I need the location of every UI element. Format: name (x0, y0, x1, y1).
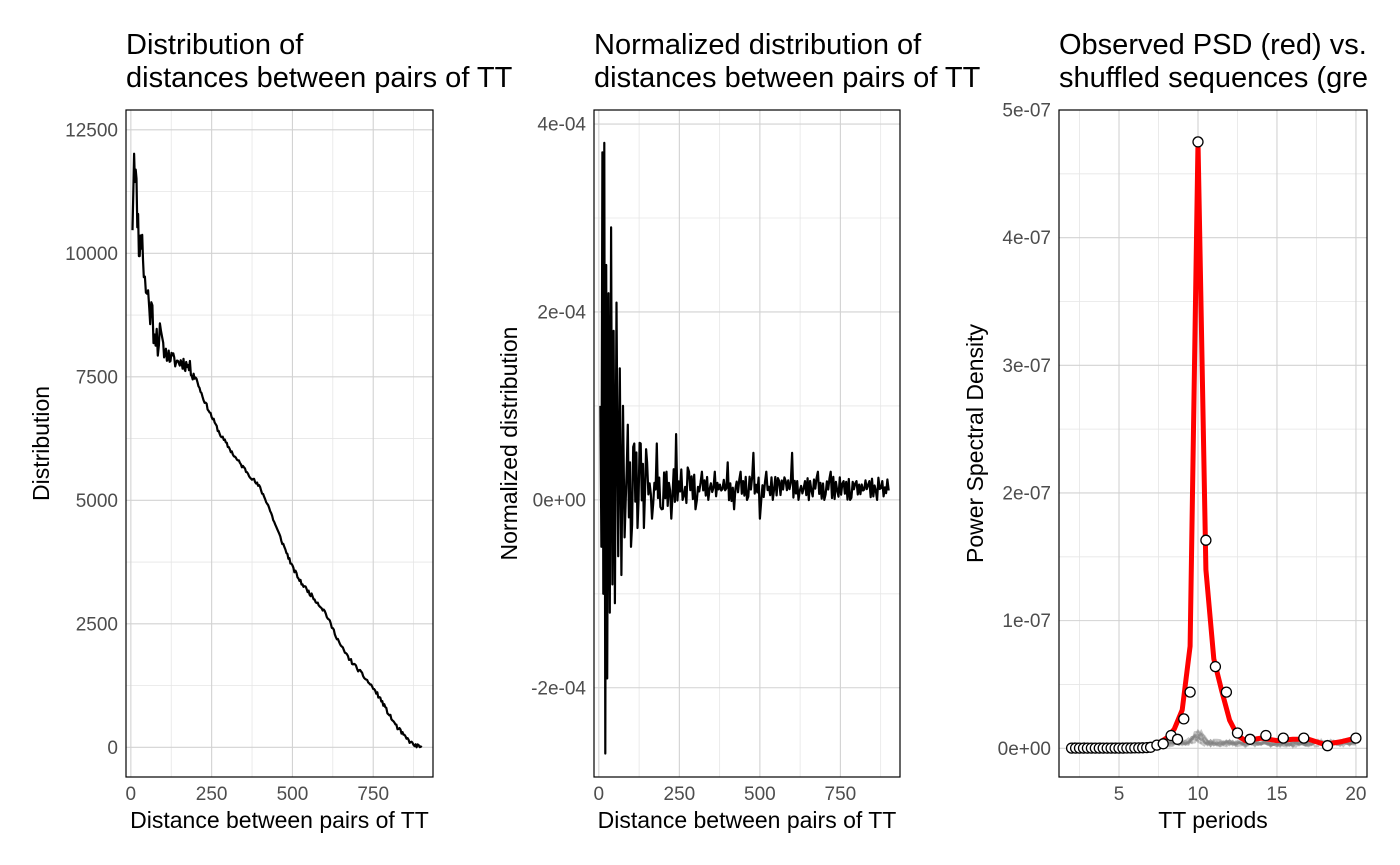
y-axis-label: Power Spectral Density (962, 323, 988, 563)
y-tick-label: -2e-04 (531, 678, 586, 699)
chart-title-line2: shuffled sequences (gre (1059, 62, 1368, 94)
series-line (599, 141, 890, 755)
chart-panel-normalized-distribution: Normalized distribution of distances bet… (496, 29, 981, 833)
data-point (1157, 738, 1169, 750)
x-tick-label: 500 (277, 784, 309, 805)
data-point (1171, 733, 1184, 745)
x-tick-label: 15 (1266, 784, 1287, 805)
chart-title-line1: Distribution of (126, 29, 304, 61)
y-tick-label: 5000 (76, 491, 118, 512)
y-tick-label: 12500 (65, 120, 118, 141)
panel-border (125, 109, 434, 778)
x-tick-label: 250 (664, 784, 696, 805)
x-axis-label: Distance between pairs of TT (130, 807, 429, 833)
y-tick-label: 7500 (76, 367, 118, 388)
data-point (1350, 732, 1362, 744)
y-tick-label: 4e-04 (537, 115, 586, 136)
y-tick-label: 3e-07 (1002, 356, 1051, 377)
y-tick-label: 0e+00 (533, 490, 586, 511)
series-group (131, 152, 423, 749)
y-tick-label: 5e-07 (1002, 101, 1051, 122)
data-point (1220, 686, 1233, 698)
y-axis-label: Normalized distribution (496, 327, 522, 561)
data-point (1260, 729, 1272, 742)
data-point (1178, 713, 1190, 725)
x-axis-label: TT periods (1158, 807, 1268, 833)
chart-title-line2: distances between pairs of TT (126, 62, 513, 94)
x-tick-label: 750 (357, 784, 389, 805)
x-tick-label: 750 (825, 784, 857, 805)
y-tick-label: 0 (107, 738, 118, 759)
y-tick-label: 2500 (76, 614, 118, 635)
chart-panel-distribution: Distribution of distances between pairs … (28, 29, 513, 833)
observed-series-line (1071, 139, 1357, 751)
data-point (1184, 686, 1196, 698)
x-tick-label: 250 (196, 784, 228, 805)
data-point (1192, 136, 1204, 148)
series-line (131, 152, 423, 749)
y-tick-label: 4e-07 (1002, 228, 1051, 249)
data-point (1244, 733, 1256, 745)
panel-border (1058, 109, 1368, 778)
chart-title-line1: Normalized distribution of (594, 29, 922, 61)
data-point (1231, 727, 1244, 739)
grid-lines (1059, 109, 1367, 777)
x-tick-label: 0 (594, 784, 605, 805)
x-tick-label: 10 (1187, 784, 1208, 805)
panel-border (593, 109, 901, 778)
data-point (1277, 732, 1289, 744)
chart-title-line2: distances between pairs of TT (594, 62, 981, 94)
y-axis-label: Distribution (28, 386, 54, 501)
data-point (1209, 660, 1222, 673)
x-axis-label: Distance between pairs of TT (598, 807, 897, 833)
tick-labels: 5 10 15 20 0e+00 1e-07 2e-07 3e-07 4e-07 5e-07 (998, 101, 1367, 806)
grid-lines (126, 110, 433, 777)
y-tick-label: 2e-07 (1002, 483, 1051, 504)
x-tick-label: 5 (1114, 784, 1125, 805)
series-group (599, 141, 890, 755)
data-point (1200, 534, 1212, 546)
x-tick-label: 20 (1345, 784, 1366, 805)
data-point (1321, 740, 1334, 752)
x-tick-label: 0 (126, 784, 137, 805)
series-group (1065, 136, 1362, 754)
data-point (1298, 732, 1310, 744)
x-tick-label: 500 (744, 784, 776, 805)
y-tick-label: 1e-07 (1002, 611, 1051, 632)
y-tick-label: 2e-04 (537, 302, 586, 323)
grid-lines (594, 110, 900, 777)
y-tick-label: 0e+00 (998, 739, 1051, 760)
chart-panel-power-spectral-density: Observed PSD (red) vs. shuffled sequence… (962, 29, 1368, 833)
tick-labels: 0 250 500 750 -2e-04 0e+00 2e-04 4e-04 (531, 115, 856, 805)
chart-title-line1: Observed PSD (red) vs. (1059, 29, 1367, 61)
y-tick-label: 10000 (65, 244, 118, 265)
